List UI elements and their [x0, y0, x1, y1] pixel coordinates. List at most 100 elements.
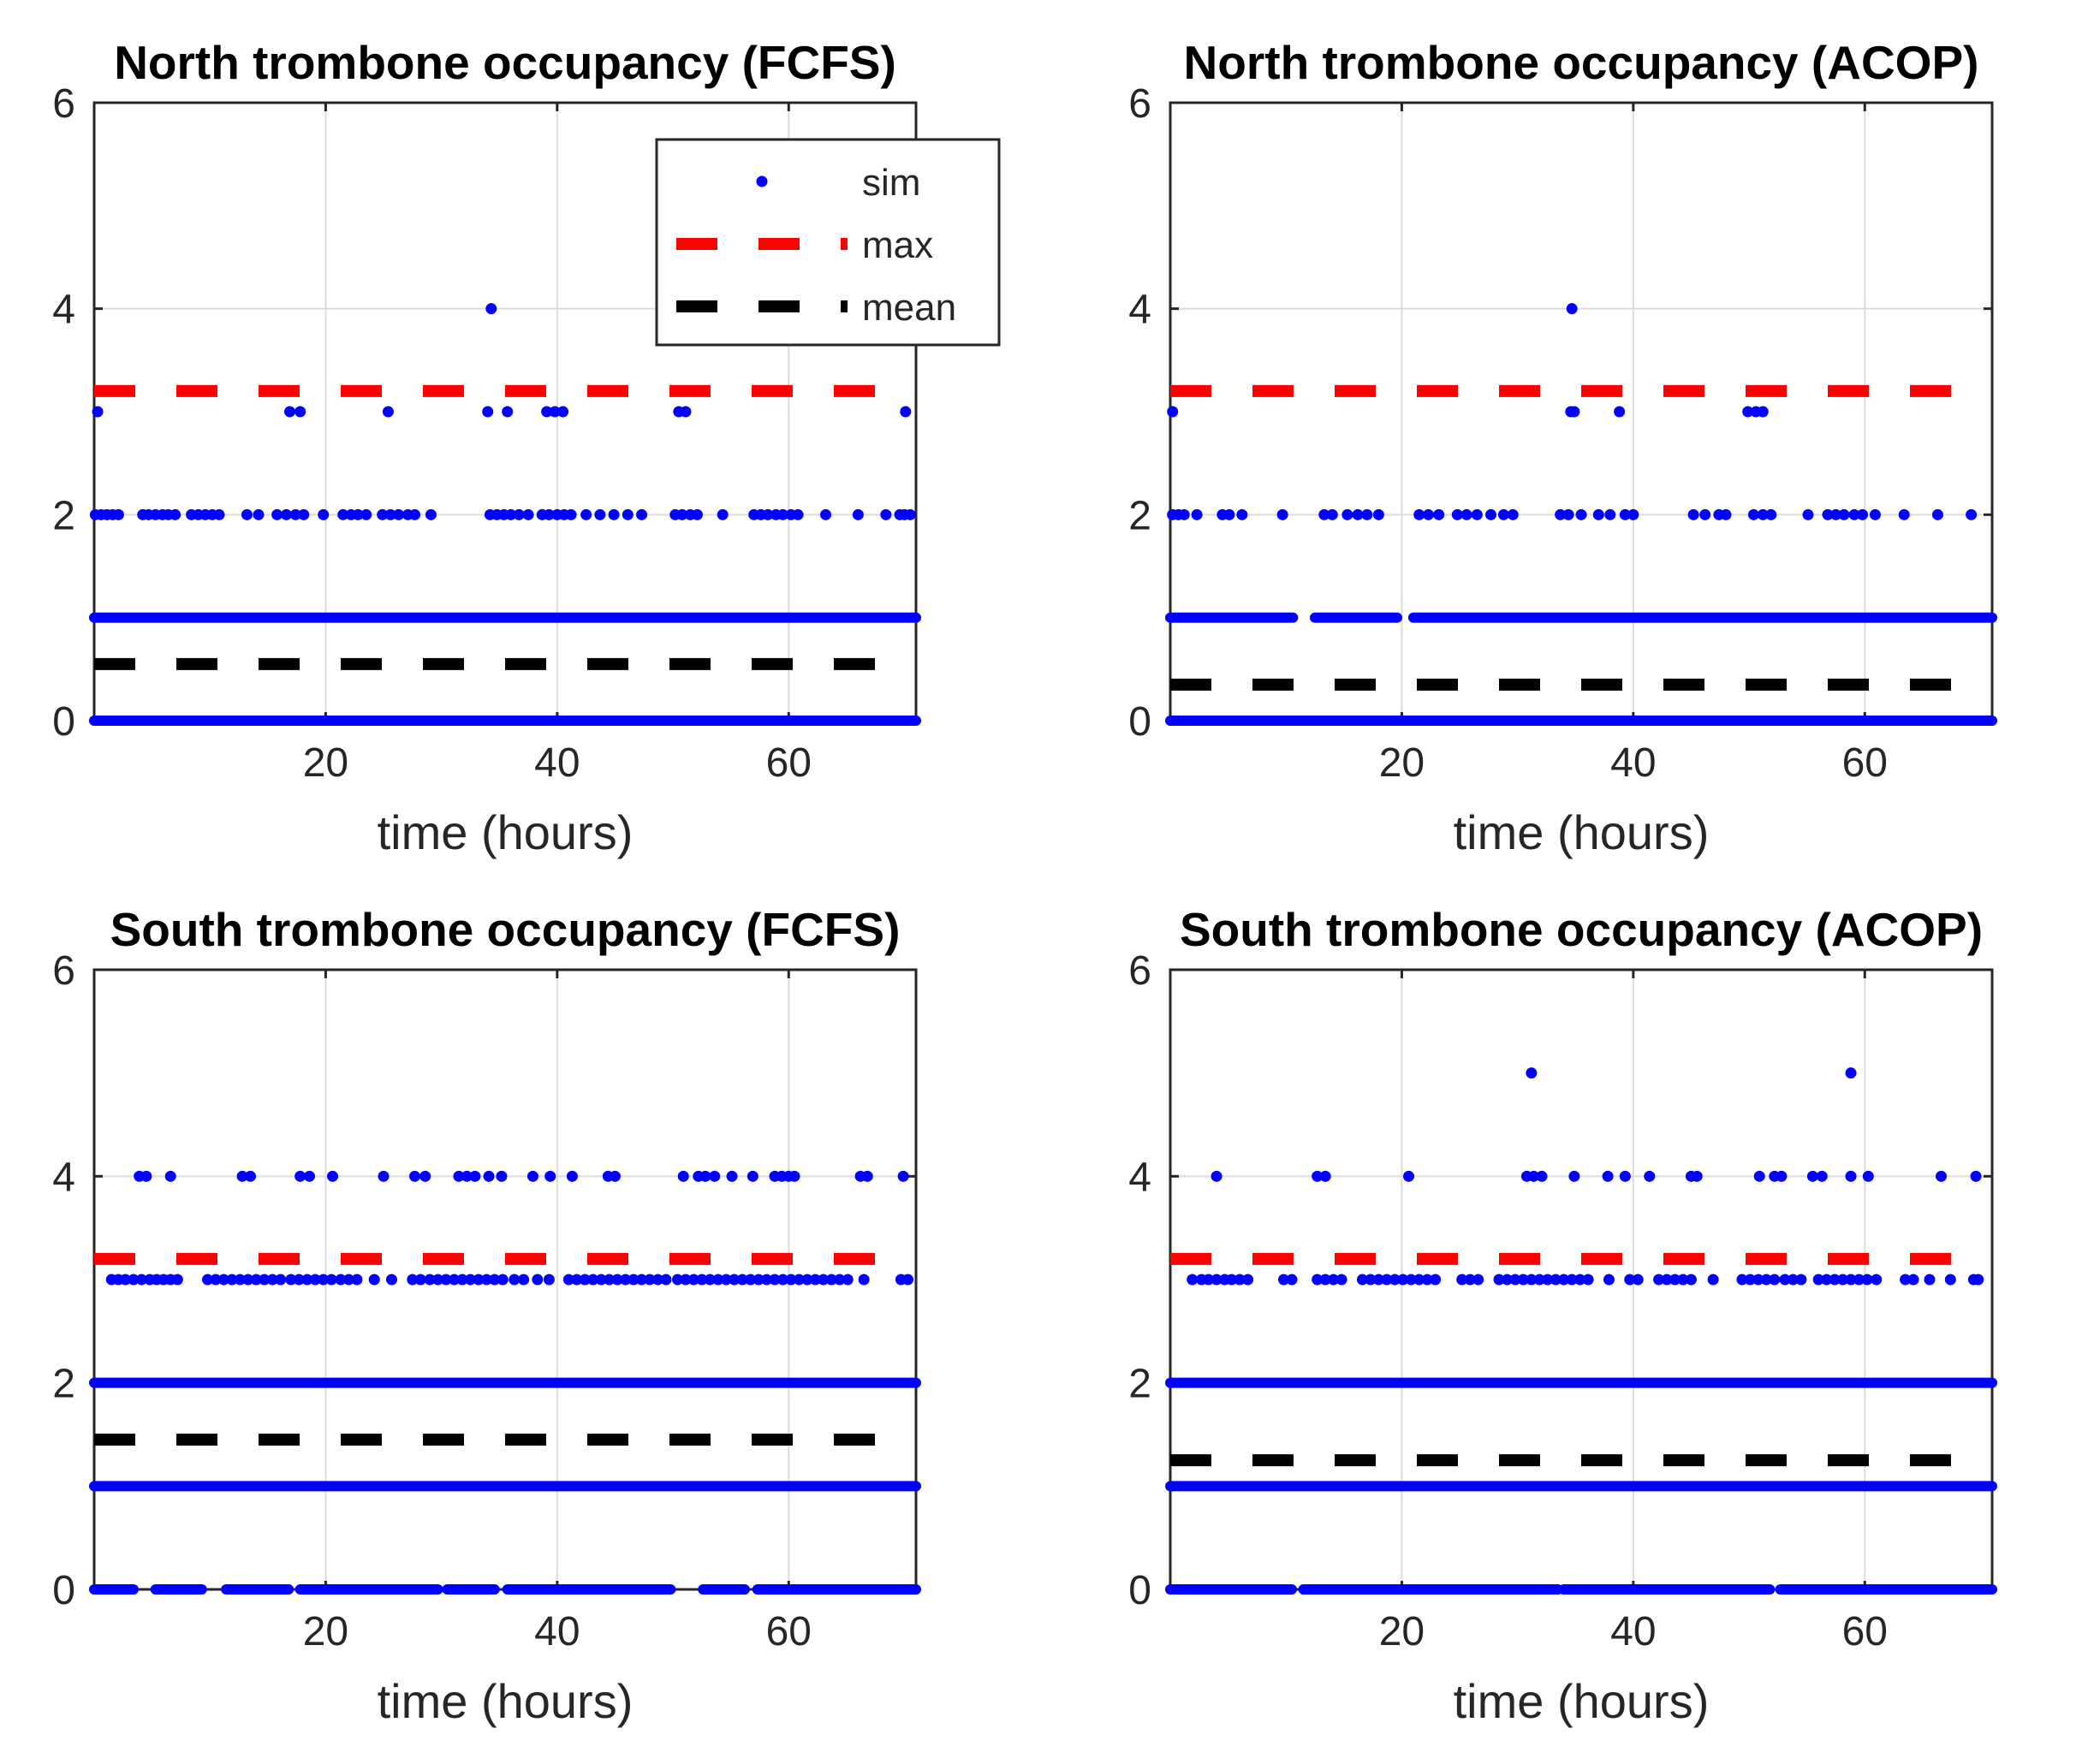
chart-title: South trombone occupancy (FCFS): [110, 903, 901, 956]
sim-point: [1430, 1274, 1442, 1286]
sim-point: [544, 1170, 556, 1182]
x-tick-label: 60: [766, 740, 812, 786]
sim-point: [1460, 508, 1472, 520]
sim-point: [378, 1170, 390, 1182]
chart-2: 20 40 60 0 2 4 6 North trombone occupancy (ACOP…: [1128, 36, 1997, 859]
sim-point: [1691, 1170, 1703, 1182]
sim-point: [293, 1274, 305, 1286]
y-tick-label: 2: [1128, 1362, 1151, 1407]
sim-point: [532, 1274, 544, 1286]
sim-point: [1857, 508, 1869, 520]
sim-point: [1211, 1170, 1222, 1182]
sim-point: [671, 1274, 683, 1286]
sim-point: [241, 508, 253, 520]
sim-point: [368, 1274, 380, 1286]
sim-point: [1509, 1274, 1521, 1286]
sim-point: [1335, 1274, 1347, 1286]
chart-title: South trombone occupancy (ACOP): [1180, 903, 1983, 956]
sim-point: [526, 1170, 538, 1182]
sim-point: [1403, 1170, 1415, 1182]
legend-label-max: max: [862, 224, 933, 266]
x-axis-label: time (hours): [1454, 805, 1710, 859]
sim-point: [1191, 508, 1203, 520]
sim-point: [1736, 1274, 1748, 1286]
sim-point: [793, 1274, 805, 1286]
sim-point: [1555, 508, 1567, 520]
sim-point: [543, 508, 555, 520]
sim-point: [1451, 508, 1463, 520]
x-axis-label: time (hours): [378, 1674, 634, 1728]
sim-point: [432, 1274, 444, 1286]
sim-point: [880, 508, 892, 520]
sim-point: [112, 508, 124, 520]
sim-point: [852, 508, 864, 520]
sim-point: [566, 1170, 578, 1182]
y-tick-label: 4: [1128, 1155, 1151, 1200]
sim-point: [377, 508, 389, 520]
sim-point: [1397, 1274, 1409, 1286]
chart-1: 20 40 60 0 2 4 6 North trombone occupancy (FCFS…: [52, 36, 1001, 859]
sim-point: [1276, 508, 1288, 520]
y-tick-label: 0: [52, 1568, 75, 1613]
sim-point: [792, 508, 804, 520]
y-tick-label: 4: [1128, 288, 1151, 333]
sim-point: [1603, 1274, 1615, 1286]
sim-point: [483, 1170, 495, 1182]
sim-point: [651, 1274, 663, 1286]
sim-point: [128, 1274, 140, 1286]
sim-point: [414, 1274, 426, 1286]
sim-point: [1848, 508, 1860, 520]
sim-point: [280, 508, 292, 520]
sim-point: [480, 1274, 492, 1286]
sim-point: [1361, 508, 1373, 520]
sim-point: [217, 1274, 229, 1286]
sim-point: [1627, 508, 1639, 520]
x-tick-label: 60: [766, 1609, 812, 1654]
sim-point: [1328, 1274, 1340, 1286]
sim-point: [541, 406, 553, 418]
sim-point: [1853, 1274, 1865, 1286]
chart-4: 20 40 60 0 2 4 6 South trombone occupancy (ACOP…: [1128, 903, 1997, 1728]
sim-point: [360, 508, 372, 520]
sim-point: [1604, 508, 1616, 520]
x-tick-label: 40: [1610, 1609, 1656, 1654]
x-tick-label: 40: [534, 740, 580, 786]
sim-point: [1433, 508, 1445, 520]
sim-point: [513, 508, 525, 520]
sim-point: [473, 1274, 485, 1286]
sim-point: [1226, 1274, 1238, 1286]
sim-point: [1528, 1170, 1540, 1182]
sim-point: [620, 1274, 632, 1286]
sim-point: [1765, 508, 1777, 520]
sim-point: [1365, 1274, 1377, 1286]
sim-point: [294, 406, 306, 418]
sim-point: [543, 1274, 555, 1286]
sim-point: [712, 1274, 724, 1286]
sim-point: [1485, 508, 1497, 520]
y-tick-label: 2: [52, 1362, 75, 1407]
sim-point: [1966, 508, 1978, 520]
x-axis-label: time (hours): [378, 805, 634, 859]
chart-title: North trombone occupancy (ACOP): [1184, 36, 1979, 89]
sim-point: [409, 508, 421, 520]
sim-point: [1526, 1067, 1538, 1079]
sim-point: [769, 1274, 781, 1286]
sim-point: [820, 508, 832, 520]
sim-point: [335, 1274, 347, 1286]
sim-point: [1602, 1170, 1614, 1182]
sim-point: [284, 406, 296, 418]
sim-point: [1742, 406, 1754, 418]
sim-point: [699, 1170, 711, 1182]
sim-point: [424, 1274, 436, 1286]
sim-point: [777, 508, 789, 520]
sim-point: [456, 1274, 468, 1286]
sim-point: [1769, 1274, 1781, 1286]
sim-point: [1372, 1274, 1384, 1286]
sim-point: [1413, 508, 1425, 520]
sim-point: [1472, 1274, 1484, 1286]
sim-point: [1760, 1274, 1772, 1286]
sim-point: [1456, 1274, 1468, 1286]
sim-point: [171, 1274, 183, 1286]
sim-point: [745, 1274, 757, 1286]
